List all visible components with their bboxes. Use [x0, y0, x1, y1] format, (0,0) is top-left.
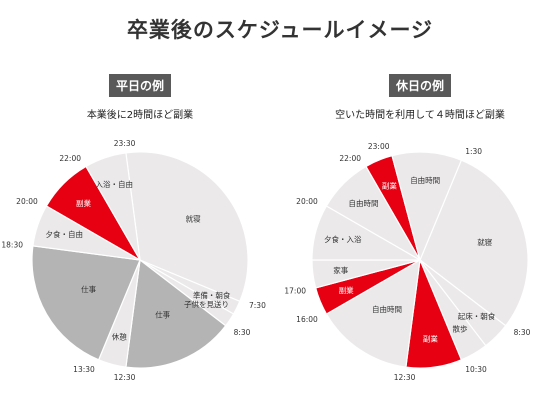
time-label-1230: 12:30	[114, 373, 136, 382]
time-label-2000: 20:00	[296, 197, 318, 206]
holiday-badge: 休日の例	[388, 74, 452, 97]
slice-label-1: 起床・朝食	[458, 311, 496, 321]
slice-label-3: 副業	[423, 334, 438, 344]
pie-slice-0	[125, 151, 249, 303]
slice-label-5: 仕事	[81, 284, 96, 294]
time-label-1030: 10:30	[465, 365, 487, 374]
pie-slices	[31, 151, 249, 369]
pie-slice-3	[125, 258, 227, 369]
holiday-panel: 休日の例 空いた時間を利用して４時間ほど副業 就寝 起床・朝食 散歩 副業 自由時間 副業…	[280, 70, 560, 420]
slice-label-0: 就寝	[477, 237, 492, 247]
weekday-pie-chart: 就寝準備・朝食子供を見送り仕事休憩仕事夕食・自由副業入浴・自由23:307:30…	[1, 139, 266, 382]
slice-label-5: 副業	[339, 285, 354, 295]
time-label-1700: 17:00	[284, 287, 306, 296]
pie-slice-8	[85, 152, 141, 261]
slice-label-6: 家事	[333, 265, 348, 275]
slice-label-9: 副業	[382, 181, 397, 191]
time-label-730: 7:30	[249, 301, 266, 310]
time-label-830: 8:30	[234, 328, 251, 337]
slice-label-3: 仕事	[155, 309, 170, 319]
time-label-1830: 18:30	[1, 241, 23, 250]
time-label-1230: 12:30	[394, 373, 416, 382]
slice-label-8: 自由時間	[349, 198, 379, 208]
weekday-badge: 平日の例	[108, 74, 172, 97]
pie-slice-10	[391, 151, 463, 262]
holiday-subtitle: 空いた時間を利用して４時間ほど副業	[335, 110, 505, 121]
pie-slice-0	[419, 159, 529, 327]
time-label-2300: 23:00	[368, 142, 390, 151]
pie-slice-5	[31, 245, 141, 361]
page-title: 卒業後のスケジュールイメージ	[126, 18, 434, 42]
weekday-subtitle: 本業後に2時間ほど副業	[86, 110, 194, 121]
slice-label-2: 子供を見送り	[184, 299, 229, 309]
holiday-pie-chart: 就寝起床・朝食散歩副業自由時間副業家事夕食・入浴自由時間副業自由時間1:308:…	[284, 142, 531, 382]
slice-label-10: 自由時間	[410, 175, 440, 185]
slice-label-0: 就寝	[186, 214, 201, 224]
time-label-2200: 22:00	[339, 154, 361, 163]
slice-label-7: 夕食・入浴	[324, 234, 362, 244]
time-label-2330: 23:30	[114, 139, 136, 148]
slice-label-6: 夕食・自由	[46, 229, 84, 239]
time-label-130: 1:30	[465, 147, 482, 156]
slice-label-7: 副業	[76, 198, 91, 208]
pie-slices	[311, 151, 529, 369]
slice-label-8: 入浴・自由	[96, 179, 134, 189]
time-label-1330: 13:30	[73, 365, 95, 374]
pie-slice-4	[325, 258, 421, 368]
time-label-2200: 22:00	[59, 154, 81, 163]
time-label-2000: 20:00	[16, 197, 38, 206]
time-label-830: 8:30	[514, 328, 531, 337]
slice-label-2: 散歩	[453, 324, 468, 334]
slice-label-4: 休憩	[112, 332, 127, 342]
time-label-1600: 16:00	[296, 315, 318, 324]
slice-label-1: 準備・朝食	[193, 290, 231, 300]
weekday-panel: 平日の例 本業後に2時間ほど副業 就寝 準備・朝食 子供を見送り 仕事 休憩 仕事 夕食・自…	[0, 70, 280, 420]
slice-label-4: 自由時間	[372, 304, 402, 314]
